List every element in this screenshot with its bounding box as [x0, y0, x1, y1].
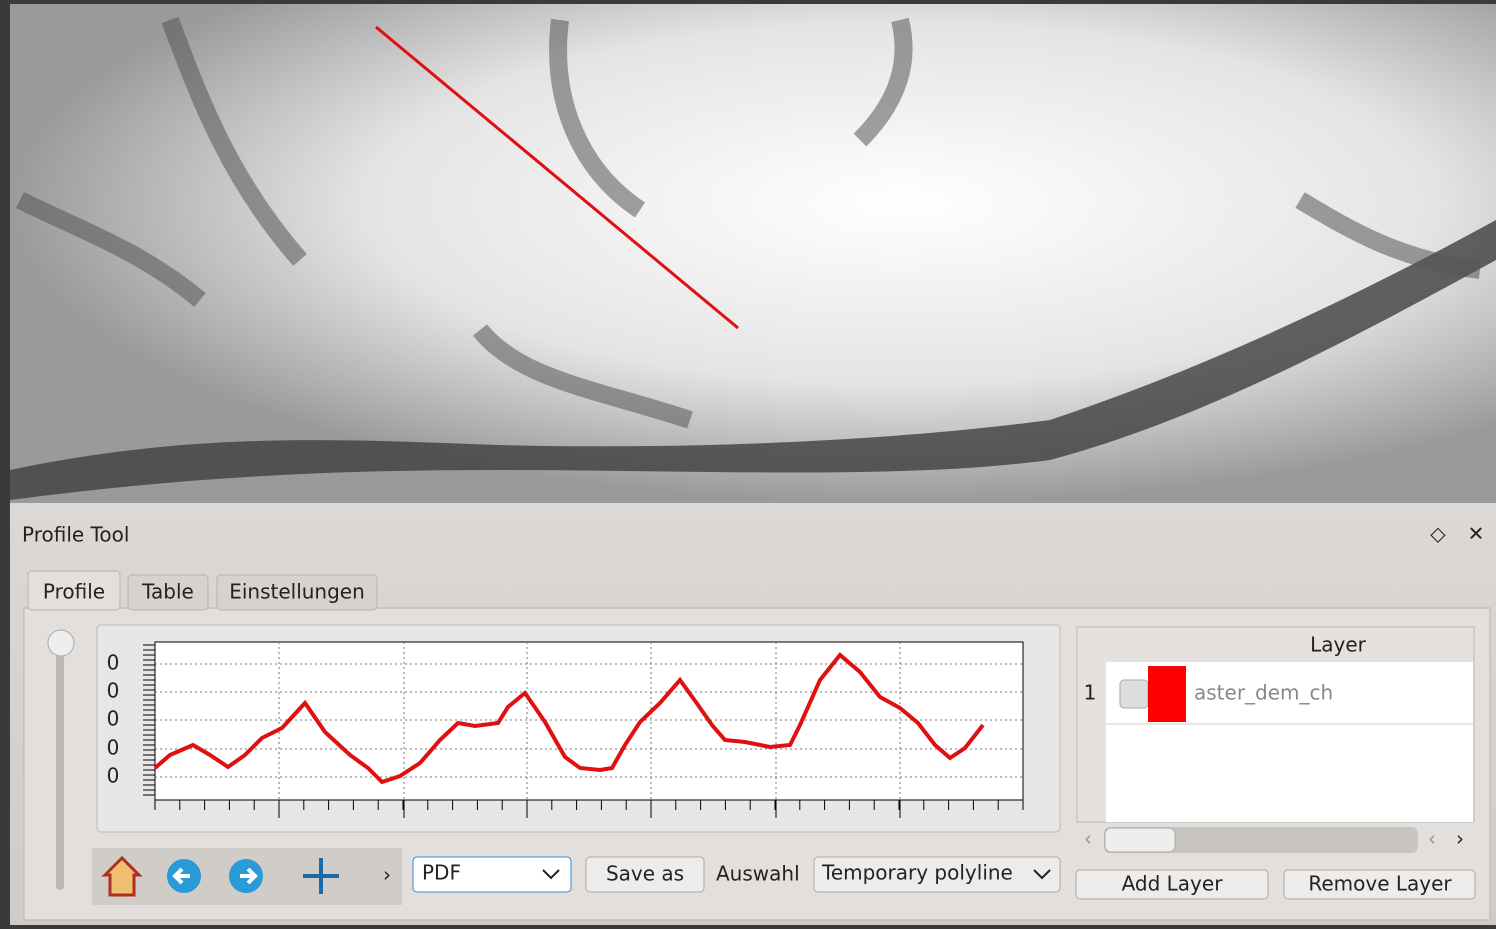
scroll-handle[interactable]: [1104, 827, 1176, 853]
tab[interactable]: [27, 570, 121, 611]
scrollbar[interactable]: [1104, 827, 1418, 853]
y-tick-label: 0: [107, 764, 120, 788]
x-ticks: [154, 799, 1024, 818]
remove-layer-button[interactable]: [1283, 869, 1476, 900]
save-button[interactable]: [585, 856, 705, 893]
grid: [278, 642, 901, 800]
tab[interactable]: [216, 574, 378, 611]
layer-header: Layer: [1310, 633, 1367, 657]
layer-checkbox[interactable]: [1119, 679, 1149, 709]
add-layer-label: Add Layer: [1122, 872, 1224, 896]
profile-line: [375, 25, 739, 330]
tab[interactable]: [127, 574, 209, 611]
y-tick-label: 0: [107, 707, 120, 731]
scroll-left[interactable]: ‹: [1084, 827, 1092, 851]
format-value: PDF: [422, 861, 461, 885]
layer-color[interactable]: [1148, 666, 1186, 722]
y-tick-label: 0: [107, 679, 120, 703]
remove-layer-label: Remove Layer: [1308, 872, 1452, 896]
save-label: Save as: [606, 862, 684, 886]
ridges: [15, 16, 1482, 429]
selection-value: Temporary polyline: [821, 861, 1013, 885]
format-combo[interactable]: [412, 856, 572, 893]
selection-label: Auswahl: [716, 862, 800, 886]
row-index: 1: [1084, 681, 1097, 705]
window-title: Profile Tool: [22, 523, 129, 547]
close-button[interactable]: ✕: [1468, 522, 1485, 546]
plot-area: [154, 641, 1024, 801]
add-layer-button[interactable]: [1075, 869, 1269, 900]
home-button[interactable]: [101, 855, 143, 897]
slider-handle[interactable]: [47, 629, 75, 657]
overflow-button[interactable]: ›: [383, 863, 391, 887]
tab-label: Table: [141, 580, 194, 604]
map[interactable]: [10, 4, 1496, 503]
profile-curve: [153, 652, 985, 785]
map-background: [10, 4, 1496, 503]
pan-button[interactable]: [303, 858, 339, 894]
tab-label: Profile: [43, 580, 105, 604]
float-button[interactable]: ◇: [1430, 522, 1446, 546]
scroll-right[interactable]: ›: [1456, 827, 1464, 851]
valley: [10, 220, 1496, 500]
y-tick-label: 0: [107, 736, 120, 760]
selection-combo[interactable]: [813, 856, 1061, 893]
scroll-left-2[interactable]: ‹: [1428, 827, 1436, 851]
slider-track: [56, 640, 64, 890]
tab-label: Einstellungen: [229, 580, 365, 604]
layer-name: aster_dem_ch: [1194, 681, 1333, 705]
y-tick-label: 0: [107, 651, 120, 675]
